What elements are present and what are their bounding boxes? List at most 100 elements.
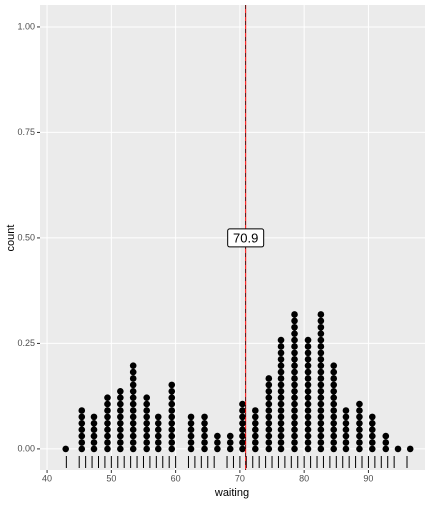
dot-stack — [394, 445, 402, 453]
dot — [129, 439, 137, 446]
dot — [104, 400, 111, 408]
dot — [382, 445, 390, 453]
dot — [317, 426, 325, 433]
dot — [168, 400, 176, 408]
dot — [104, 445, 111, 453]
dot — [291, 387, 298, 395]
dot — [277, 407, 285, 414]
dot — [277, 432, 285, 440]
dot — [168, 381, 176, 389]
dot — [154, 426, 162, 433]
dot — [129, 432, 137, 440]
dot-stack — [168, 381, 176, 453]
dot — [252, 432, 259, 440]
dot — [104, 407, 111, 414]
dot — [117, 387, 124, 395]
dot — [317, 445, 325, 453]
dot — [356, 400, 363, 408]
dot — [317, 394, 325, 401]
dot — [291, 323, 298, 331]
dot — [368, 432, 376, 440]
dot — [342, 439, 350, 446]
dot — [239, 439, 246, 446]
x-tick-label: 70 — [235, 473, 245, 483]
dot — [187, 413, 195, 421]
dot — [291, 445, 298, 453]
dot — [277, 439, 285, 446]
dot — [187, 432, 195, 440]
dot — [129, 400, 137, 408]
dot — [291, 400, 298, 408]
dot — [291, 413, 298, 421]
dot — [168, 445, 176, 453]
dot — [356, 445, 363, 453]
dot — [143, 445, 150, 453]
dot-stack — [62, 445, 70, 453]
dot — [252, 407, 259, 414]
dot — [78, 413, 86, 421]
dot — [356, 413, 363, 421]
dot — [90, 439, 98, 446]
dot — [201, 439, 208, 446]
dot — [291, 336, 298, 344]
dot — [104, 419, 111, 427]
dot — [291, 355, 298, 363]
dot — [265, 381, 273, 389]
dot — [129, 362, 137, 369]
dot — [265, 400, 273, 408]
y-tick-label: 0.00 — [17, 443, 35, 453]
dot — [104, 439, 111, 446]
dot-stack — [239, 400, 246, 453]
dot — [78, 445, 86, 453]
dot — [90, 419, 98, 427]
dot — [291, 311, 298, 318]
dot — [368, 445, 376, 453]
y-tick-label: 1.00 — [17, 21, 35, 31]
dot — [154, 439, 162, 446]
dot — [304, 349, 312, 357]
dot — [317, 330, 325, 337]
dot — [277, 413, 285, 421]
dot — [291, 368, 298, 376]
dot-stack — [277, 336, 285, 453]
dot — [104, 394, 111, 401]
y-tick-label: 0.50 — [17, 232, 35, 242]
dot — [154, 419, 162, 427]
dot — [168, 426, 176, 433]
dot — [129, 419, 137, 427]
dot — [143, 432, 150, 440]
dot — [317, 419, 325, 427]
dot — [90, 445, 98, 453]
dot — [277, 355, 285, 363]
dot — [239, 413, 246, 421]
dot — [154, 445, 162, 453]
dot — [277, 343, 285, 350]
dot — [187, 426, 195, 433]
dot — [291, 381, 298, 389]
dot — [368, 426, 376, 433]
dot — [277, 375, 285, 382]
dot — [291, 349, 298, 357]
dot-stack — [406, 445, 414, 453]
dot — [277, 381, 285, 389]
dot-stack — [291, 311, 298, 453]
dot — [330, 426, 338, 433]
dot-stack — [78, 407, 86, 453]
dot — [304, 375, 312, 382]
dot — [129, 387, 137, 395]
dot — [187, 419, 195, 427]
dot — [277, 445, 285, 453]
dot — [317, 317, 325, 325]
dot — [291, 330, 298, 337]
dot — [291, 375, 298, 382]
dot — [277, 394, 285, 401]
dot-stack — [342, 407, 350, 453]
dot — [129, 394, 137, 401]
dot — [239, 400, 246, 408]
dot — [342, 419, 350, 427]
x-tick-label: 50 — [106, 473, 116, 483]
dot — [291, 426, 298, 433]
dot — [317, 407, 325, 414]
dot — [291, 407, 298, 414]
